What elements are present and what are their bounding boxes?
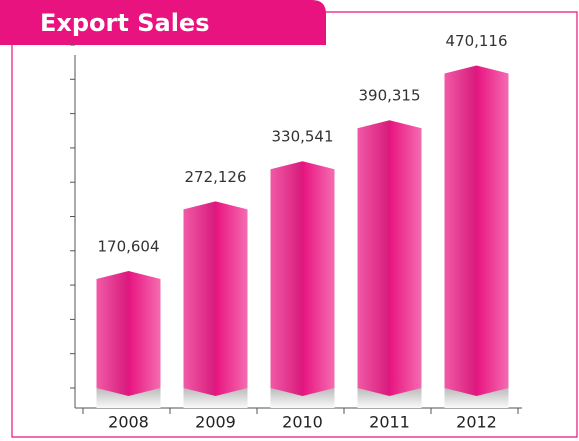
chart-title: Export Sales xyxy=(40,9,209,37)
bar-left-face xyxy=(96,270,129,396)
bar xyxy=(96,270,161,396)
bar-left-face xyxy=(183,201,216,396)
bar-left-face xyxy=(270,161,303,396)
bar-right-face xyxy=(215,201,248,396)
x-tick-label: 2008 xyxy=(108,413,149,432)
bar-right-face xyxy=(128,270,161,396)
bar-right-face xyxy=(389,120,422,397)
frame xyxy=(11,11,578,438)
title-tab xyxy=(0,0,326,45)
bar-reflection xyxy=(357,388,422,408)
bar xyxy=(270,161,335,396)
bar-right-face xyxy=(302,161,335,396)
bar xyxy=(444,65,509,396)
bar-reflection xyxy=(444,388,509,408)
value-label: 470,116 xyxy=(445,32,507,50)
bar-reflection xyxy=(183,388,248,408)
x-tick-label: 2010 xyxy=(282,413,323,432)
x-tick-label: 2011 xyxy=(369,413,410,432)
bar-right-face xyxy=(476,65,509,396)
x-tick-label: 2012 xyxy=(456,413,497,432)
bar-reflection xyxy=(96,388,161,408)
bar xyxy=(183,201,248,396)
bar xyxy=(357,120,422,397)
value-label: 272,126 xyxy=(184,168,246,186)
value-label: 330,541 xyxy=(271,128,333,146)
bar-reflection xyxy=(270,388,335,408)
value-label: 170,604 xyxy=(97,237,159,255)
bar-left-face xyxy=(357,120,390,397)
value-label: 390,315 xyxy=(358,87,420,105)
bar-left-face xyxy=(444,65,477,396)
x-tick-label: 2009 xyxy=(195,413,236,432)
